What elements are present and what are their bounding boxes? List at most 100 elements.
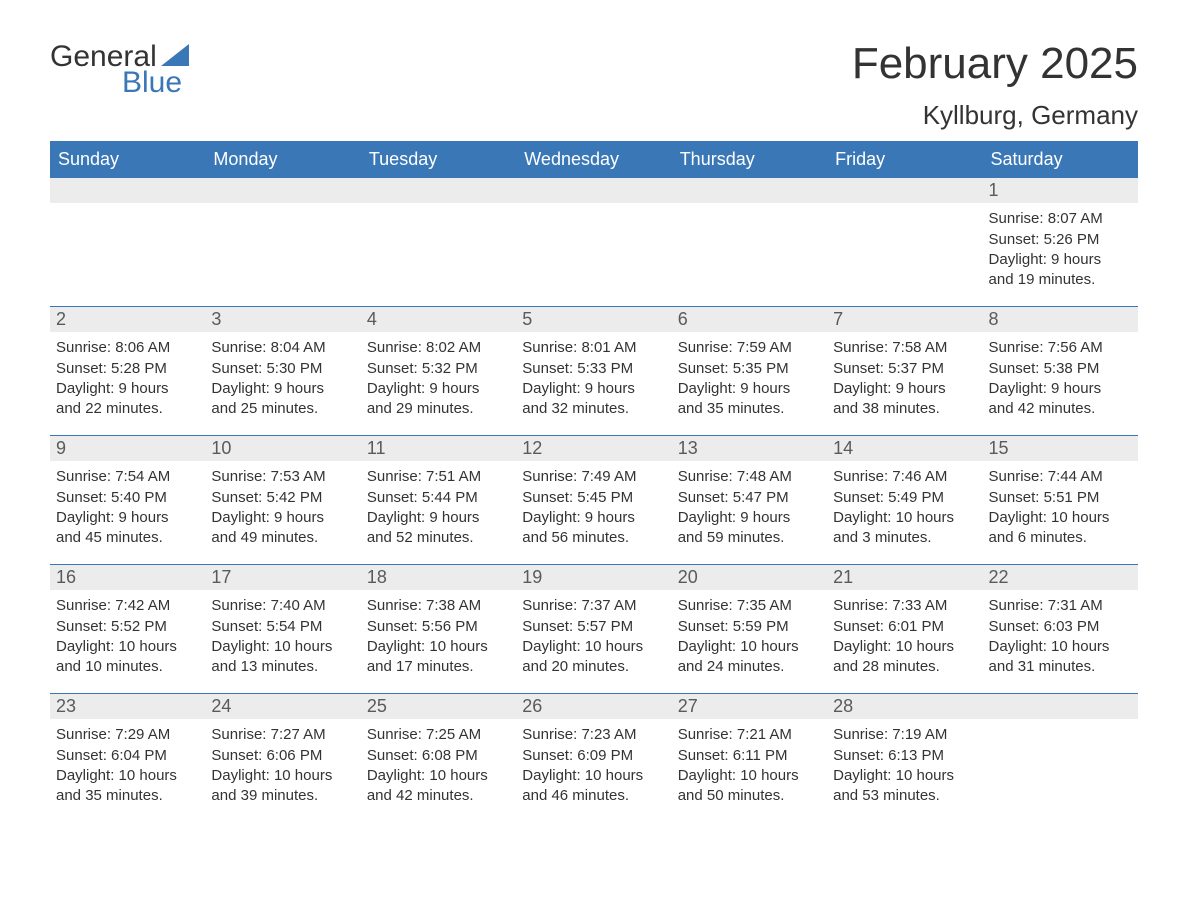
day-daylight2: and 20 minutes. (522, 657, 665, 677)
day-number: 2 (50, 307, 205, 332)
day-content: Sunrise: 7:44 AMSunset: 5:51 PMDaylight:… (983, 461, 1138, 554)
day-daylight1: Daylight: 10 hours (211, 766, 354, 786)
day-sunset: Sunset: 5:37 PM (833, 359, 976, 379)
day-daylight1: Daylight: 9 hours (989, 379, 1132, 399)
day-sunset: Sunset: 5:42 PM (211, 488, 354, 508)
day-daylight2: and 22 minutes. (56, 399, 199, 419)
day-daylight1: Daylight: 10 hours (56, 766, 199, 786)
day-daylight2: and 42 minutes. (367, 786, 510, 806)
day-daylight1: Daylight: 10 hours (833, 637, 976, 657)
day-daylight1: Daylight: 9 hours (833, 379, 976, 399)
day-cell (361, 178, 516, 306)
day-daylight2: and 25 minutes. (211, 399, 354, 419)
day-cell: 7Sunrise: 7:58 AMSunset: 5:37 PMDaylight… (827, 307, 982, 435)
day-cell (672, 178, 827, 306)
day-daylight2: and 10 minutes. (56, 657, 199, 677)
day-header: Wednesday (516, 141, 671, 178)
day-content: Sunrise: 7:35 AMSunset: 5:59 PMDaylight:… (672, 590, 827, 683)
day-daylight2: and 39 minutes. (211, 786, 354, 806)
day-content: Sunrise: 8:02 AMSunset: 5:32 PMDaylight:… (361, 332, 516, 425)
day-sunrise: Sunrise: 8:07 AM (989, 209, 1132, 229)
day-number: 24 (205, 694, 360, 719)
day-number: 13 (672, 436, 827, 461)
day-content: Sunrise: 7:56 AMSunset: 5:38 PMDaylight:… (983, 332, 1138, 425)
day-sunset: Sunset: 6:08 PM (367, 746, 510, 766)
day-cell (205, 178, 360, 306)
day-sunrise: Sunrise: 8:04 AM (211, 338, 354, 358)
day-cell: 19Sunrise: 7:37 AMSunset: 5:57 PMDayligh… (516, 565, 671, 693)
day-header: Sunday (50, 141, 205, 178)
day-sunset: Sunset: 5:51 PM (989, 488, 1132, 508)
day-sunset: Sunset: 5:56 PM (367, 617, 510, 637)
day-sunrise: Sunrise: 8:01 AM (522, 338, 665, 358)
day-sunset: Sunset: 6:01 PM (833, 617, 976, 637)
day-sunrise: Sunrise: 7:23 AM (522, 725, 665, 745)
day-daylight2: and 50 minutes. (678, 786, 821, 806)
day-daylight1: Daylight: 10 hours (833, 508, 976, 528)
day-sunrise: Sunrise: 7:49 AM (522, 467, 665, 487)
day-sunset: Sunset: 6:09 PM (522, 746, 665, 766)
day-content: Sunrise: 7:29 AMSunset: 6:04 PMDaylight:… (50, 719, 205, 812)
logo-text-blue: Blue (122, 66, 182, 100)
day-sunset: Sunset: 5:26 PM (989, 230, 1132, 250)
day-number: 20 (672, 565, 827, 590)
day-number: 6 (672, 307, 827, 332)
logo: General Blue (50, 40, 189, 100)
day-daylight2: and 32 minutes. (522, 399, 665, 419)
day-cell: 6Sunrise: 7:59 AMSunset: 5:35 PMDaylight… (672, 307, 827, 435)
day-daylight1: Daylight: 10 hours (678, 637, 821, 657)
day-number: 21 (827, 565, 982, 590)
day-content: Sunrise: 7:23 AMSunset: 6:09 PMDaylight:… (516, 719, 671, 812)
day-content: Sunrise: 7:37 AMSunset: 5:57 PMDaylight:… (516, 590, 671, 683)
day-sunset: Sunset: 5:44 PM (367, 488, 510, 508)
day-cell: 10Sunrise: 7:53 AMSunset: 5:42 PMDayligh… (205, 436, 360, 564)
day-content: Sunrise: 7:46 AMSunset: 5:49 PMDaylight:… (827, 461, 982, 554)
day-daylight2: and 3 minutes. (833, 528, 976, 548)
day-daylight1: Daylight: 9 hours (211, 379, 354, 399)
day-cell: 2Sunrise: 8:06 AMSunset: 5:28 PMDaylight… (50, 307, 205, 435)
day-sunrise: Sunrise: 7:38 AM (367, 596, 510, 616)
day-cell: 13Sunrise: 7:48 AMSunset: 5:47 PMDayligh… (672, 436, 827, 564)
day-daylight2: and 59 minutes. (678, 528, 821, 548)
day-cell: 9Sunrise: 7:54 AMSunset: 5:40 PMDaylight… (50, 436, 205, 564)
day-content: Sunrise: 7:48 AMSunset: 5:47 PMDaylight:… (672, 461, 827, 554)
day-cell: 23Sunrise: 7:29 AMSunset: 6:04 PMDayligh… (50, 694, 205, 822)
day-header: Monday (205, 141, 360, 178)
day-daylight2: and 35 minutes. (678, 399, 821, 419)
day-sunrise: Sunrise: 7:21 AM (678, 725, 821, 745)
day-daylight1: Daylight: 9 hours (56, 379, 199, 399)
day-number: 28 (827, 694, 982, 719)
day-cell: 21Sunrise: 7:33 AMSunset: 6:01 PMDayligh… (827, 565, 982, 693)
day-cell: 11Sunrise: 7:51 AMSunset: 5:44 PMDayligh… (361, 436, 516, 564)
day-sunrise: Sunrise: 7:53 AM (211, 467, 354, 487)
day-sunrise: Sunrise: 7:33 AM (833, 596, 976, 616)
day-daylight1: Daylight: 10 hours (678, 766, 821, 786)
day-content: Sunrise: 7:25 AMSunset: 6:08 PMDaylight:… (361, 719, 516, 812)
day-daylight2: and 52 minutes. (367, 528, 510, 548)
day-sunrise: Sunrise: 7:46 AM (833, 467, 976, 487)
day-sunrise: Sunrise: 7:42 AM (56, 596, 199, 616)
day-number: 7 (827, 307, 982, 332)
title-block: February 2025 Kyllburg, Germany (852, 40, 1138, 131)
day-sunset: Sunset: 5:38 PM (989, 359, 1132, 379)
day-daylight2: and 35 minutes. (56, 786, 199, 806)
day-daylight2: and 49 minutes. (211, 528, 354, 548)
day-number: 25 (361, 694, 516, 719)
day-header: Friday (827, 141, 982, 178)
day-number: 14 (827, 436, 982, 461)
week-row: 1Sunrise: 8:07 AMSunset: 5:26 PMDaylight… (50, 178, 1138, 306)
day-number (672, 178, 827, 203)
day-sunset: Sunset: 5:45 PM (522, 488, 665, 508)
day-sunset: Sunset: 5:28 PM (56, 359, 199, 379)
day-sunset: Sunset: 6:11 PM (678, 746, 821, 766)
day-sunrise: Sunrise: 7:44 AM (989, 467, 1132, 487)
day-number: 9 (50, 436, 205, 461)
day-daylight1: Daylight: 10 hours (367, 766, 510, 786)
day-cell (516, 178, 671, 306)
day-daylight1: Daylight: 9 hours (56, 508, 199, 528)
day-content: Sunrise: 7:33 AMSunset: 6:01 PMDaylight:… (827, 590, 982, 683)
day-number: 1 (983, 178, 1138, 203)
day-number: 22 (983, 565, 1138, 590)
day-content: Sunrise: 8:04 AMSunset: 5:30 PMDaylight:… (205, 332, 360, 425)
day-cell: 4Sunrise: 8:02 AMSunset: 5:32 PMDaylight… (361, 307, 516, 435)
